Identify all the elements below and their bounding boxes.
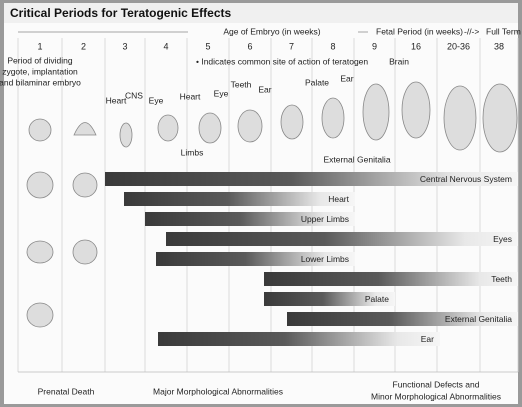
outcome: Functional Defects and	[393, 379, 480, 389]
bar-label: Upper Limbs	[301, 214, 349, 224]
week-label: 5	[205, 41, 210, 51]
site-label: Heart	[180, 91, 201, 101]
site-label: Brain	[389, 56, 409, 66]
week-label: 1	[37, 41, 42, 51]
week-label: 3	[122, 41, 127, 51]
period-bar	[166, 232, 518, 246]
period-bar	[264, 272, 518, 286]
bar-label: Ear	[421, 334, 434, 344]
title: Critical Periods for Teratogenic Effects	[10, 6, 231, 20]
week-label: 4	[163, 41, 168, 51]
zygote-note: and bilaminar embryo	[0, 77, 81, 87]
week-label: 8	[330, 41, 335, 51]
bar-label: Teeth	[491, 274, 512, 284]
fetal-period: Fetal Period (in weeks)	[376, 26, 463, 36]
bar-label: Central Nervous System	[420, 174, 512, 184]
site-label: Eye	[214, 88, 229, 98]
week-label: 38	[494, 41, 504, 51]
site-label: Limbs	[181, 147, 204, 157]
period-bar	[158, 332, 440, 346]
week-label: 16	[411, 41, 421, 51]
week-label: 20-36	[447, 41, 470, 51]
week-label: 7	[289, 41, 294, 51]
site-label: Eye	[149, 95, 164, 105]
site-label: Ear	[340, 73, 353, 83]
bar-label: Heart	[328, 194, 349, 204]
outcome: Minor Morphological Abnormalities	[371, 391, 501, 401]
bar-label: External Genitalia	[445, 314, 512, 324]
site-label: Ear	[258, 84, 271, 94]
zygote-note: Period of dividing	[7, 55, 72, 65]
zygote-note: zygote, implantation	[2, 66, 78, 76]
week-label: 2	[81, 41, 86, 51]
outcome: Prenatal Death	[38, 386, 95, 396]
break-symbol: -//->	[464, 26, 479, 36]
site-label: External Genitalia	[323, 154, 390, 164]
site-label: CNS	[125, 90, 143, 100]
site-label: Teeth	[231, 79, 252, 89]
teratogen-note: • Indicates common site of action of ter…	[196, 56, 368, 66]
period-bar	[124, 192, 355, 206]
week-label: 9	[372, 41, 377, 51]
site-label: Palate	[305, 77, 329, 87]
site-label: Heart	[106, 95, 127, 105]
bar-label: Palate	[365, 294, 389, 304]
bar-label: Lower Limbs	[301, 254, 349, 264]
week-label: 6	[247, 41, 252, 51]
full-term: Full Term	[486, 26, 521, 36]
embryo-period: Age of Embryo (in weeks)	[223, 26, 320, 36]
figure: Critical Periods for Teratogenic Effects…	[0, 0, 522, 407]
bar-label: Eyes	[493, 234, 512, 244]
outcome: Major Morphological Abnormalities	[153, 386, 283, 396]
